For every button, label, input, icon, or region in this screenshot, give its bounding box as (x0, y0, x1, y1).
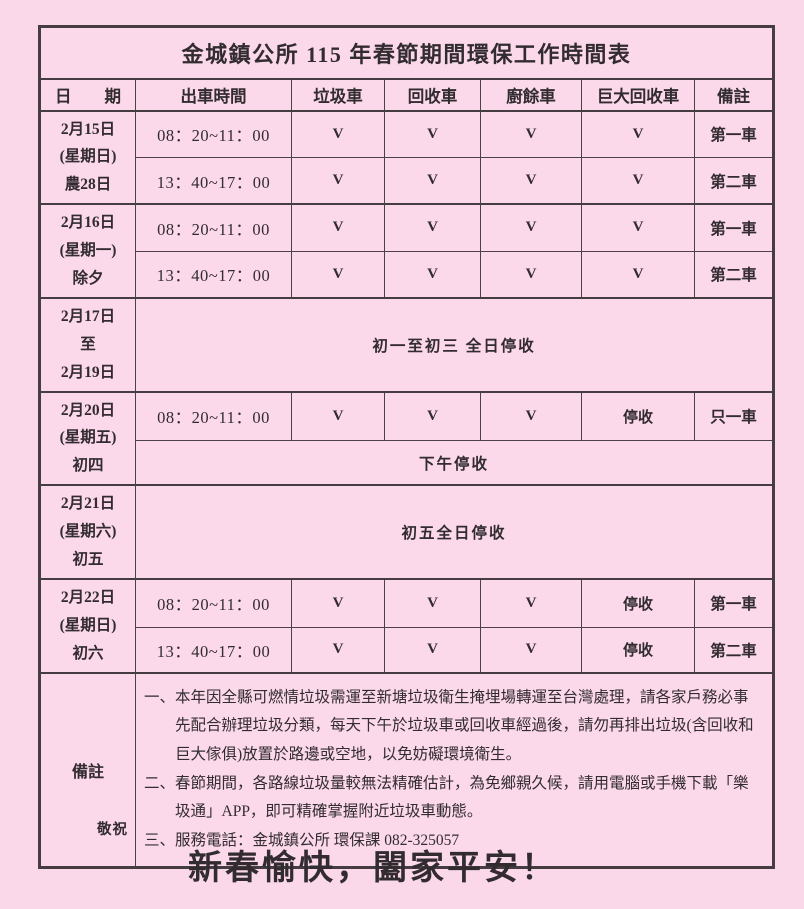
table-row-feb20-trip1: 2月20日 (星期五) 初四 08：20~11：00 V V V 停收 只一車 (39, 390, 775, 486)
page-title: 金城鎮公所 115 年春節期間環保工作時間表 (38, 26, 775, 79)
trip-note-cell: 只一車 (693, 390, 775, 441)
remark-item-3: 三、服務電話：金城鎮公所 環保課 082-325057 (144, 831, 460, 849)
garbage-mark-cell: V (291, 156, 385, 205)
weekday-line: (星期日) (59, 148, 117, 166)
afternoon-suspension-cell: 下午停收 (134, 439, 775, 486)
remarks-row: 備註 一、本年因全縣可燃情垃圾需運至新塘垃圾衛生掩埋場轉運至台灣處理，請各家戶務… (39, 671, 775, 868)
kitchen-mark-cell: V (480, 577, 582, 628)
table-row-feb22-trip2: 13：40~17：00 V V V 停收 第二車 (40, 626, 775, 674)
kitchen-mark-cell: V (480, 250, 582, 299)
new-year-greeting: 新春愉快，闔家平安！ (188, 850, 558, 887)
trip-note-cell: 第二車 (693, 626, 775, 674)
kitchen-mark-cell: V (480, 109, 582, 158)
recycle-mark-cell: V (384, 250, 481, 299)
schedule-table: 金城鎮公所 115 年春節期間環保工作時間表 日 期 出車時間 垃圾車 回收車 … (38, 25, 776, 869)
bulky-mark-cell: 停收 (581, 577, 695, 628)
table-header-row: 日 期 出車時間 垃圾車 回收車 廚餘車 巨大回收車 備註 (39, 77, 775, 111)
table-row-feb17-19: 2月17日 至 2月19日 初一至初三 全日停收 (39, 296, 775, 393)
date-cell-feb16: 2月16日 (星期一) 除夕 (39, 203, 136, 299)
recycle-mark-cell: V (384, 203, 481, 252)
bulky-mark-cell: V (581, 250, 695, 299)
garbage-mark-cell: V (291, 250, 385, 299)
col-header-bulky-recycle-truck: 巨大回收車 (581, 77, 695, 111)
closing-salutation: 敬祝 (97, 822, 128, 838)
lunar-line: 初五 (72, 550, 104, 568)
date-line: 2月21日 (60, 495, 116, 513)
table-row-feb15-trip2: 13：40~17：00 V V V V 第二車 (40, 156, 775, 205)
trip-note-cell: 第一車 (693, 577, 775, 628)
date-cell-feb15: 2月15日 (星期日) 農28日 (39, 109, 136, 205)
remark-item-2: 二、春節期間，各路線垃圾量較無法精確估計，為免鄉親久候，請用電腦或手機下載「樂圾… (144, 774, 749, 821)
weekday-line: (星期五) (59, 429, 117, 447)
date-cell-feb17-19: 2月17日 至 2月19日 (39, 296, 136, 393)
recycle-mark-cell: V (384, 156, 481, 205)
weekday-line: (星期六) (59, 523, 117, 541)
time-cell: 13：40~17：00 (135, 626, 292, 674)
date-line: 2月19日 (60, 363, 116, 381)
date-line: 2月20日 (60, 401, 116, 419)
time-cell: 08：20~11：00 (135, 203, 292, 252)
trip-note-cell: 第二車 (693, 250, 775, 299)
bulky-mark-cell: V (581, 156, 695, 205)
garbage-mark-cell: V (291, 109, 385, 158)
full-day-suspension-cell: 初一至初三 全日停收 (134, 296, 775, 393)
garbage-mark-cell: V (291, 390, 385, 441)
time-cell: 08：20~11：00 (135, 109, 292, 158)
date-line: 2月15日 (60, 120, 116, 138)
lunar-line: 初四 (72, 457, 104, 475)
col-header-recycle-truck: 回收車 (384, 77, 481, 111)
col-header-garbage-truck: 垃圾車 (291, 77, 385, 111)
kitchen-mark-cell: V (480, 390, 582, 441)
bulky-mark-cell: 停收 (581, 390, 695, 441)
weekday-line: (星期日) (59, 616, 117, 634)
trip-note-cell: 第二車 (693, 156, 775, 205)
remark-item-1: 一、本年因全縣可燃情垃圾需運至新塘垃圾衛生掩埋場轉運至台灣處理，請各家戶務必事先… (144, 688, 754, 763)
col-header-date: 日 期 (39, 77, 136, 111)
table-row-feb21: 2月21日 (星期六) 初五 初五全日停收 (39, 484, 775, 580)
table-row-feb22-trip1: 2月22日 (星期日) 初六 08：20~11：00 V V V 停收 第一車 (39, 577, 775, 674)
lunar-line: 農28日 (64, 176, 112, 194)
time-cell: 13：40~17：00 (135, 156, 292, 205)
trip-note-cell: 第一車 (693, 109, 775, 158)
table-row-feb15-trip1: 2月15日 (星期日) 農28日 08：20~11：00 V V V V 第一車 (39, 109, 775, 205)
kitchen-mark-cell: V (480, 203, 582, 252)
table-row-feb16-trip2: 13：40~17：00 V V V V 第二車 (40, 250, 775, 299)
trip-note-cell: 第一車 (693, 203, 775, 252)
date-cell-feb20: 2月20日 (星期五) 初四 (39, 390, 136, 486)
remarks-body: 一、本年因全縣可燃情垃圾需運至新塘垃圾衛生掩埋場轉運至台灣處理，請各家戶務必事先… (134, 671, 775, 868)
recycle-mark-cell: V (384, 577, 481, 628)
bulky-mark-cell: V (581, 203, 695, 252)
date-line: 2月17日 (60, 307, 116, 325)
col-header-remark: 備註 (693, 77, 775, 111)
lunar-line: 除夕 (72, 269, 104, 287)
bulky-mark-cell: V (581, 109, 695, 158)
time-cell: 08：20~11：00 (135, 577, 292, 628)
bulky-mark-cell: 停收 (581, 626, 695, 674)
time-cell: 13：40~17：00 (135, 250, 292, 299)
date-to-line: 至 (80, 335, 96, 353)
date-cell-feb21: 2月21日 (星期六) 初五 (39, 484, 136, 580)
col-header-time: 出車時間 (135, 77, 292, 111)
date-cell-feb22: 2月22日 (星期日) 初六 (39, 577, 136, 674)
lunar-line: 初六 (72, 644, 104, 662)
recycle-mark-cell: V (384, 390, 481, 441)
recycle-mark-cell: V (384, 626, 481, 674)
recycle-mark-cell: V (384, 109, 481, 158)
table-row-feb16-trip1: 2月16日 (星期一) 除夕 08：20~11：00 V V V V 第一車 (39, 203, 775, 299)
kitchen-mark-cell: V (480, 626, 582, 674)
time-cell: 08：20~11：00 (135, 390, 292, 441)
date-line: 2月22日 (60, 588, 116, 606)
date-line: 2月16日 (60, 214, 116, 232)
title-row: 金城鎮公所 115 年春節期間環保工作時間表 (38, 26, 775, 79)
kitchen-mark-cell: V (480, 156, 582, 205)
garbage-mark-cell: V (291, 626, 385, 674)
garbage-mark-cell: V (291, 577, 385, 628)
col-header-kitchen-waste-truck: 廚餘車 (480, 77, 582, 111)
remarks-label: 備註 (39, 671, 136, 868)
table-row-feb20-afternoon: 下午停收 (40, 439, 775, 486)
weekday-line: (星期一) (59, 242, 117, 260)
full-day-suspension-cell: 初五全日停收 (134, 484, 775, 580)
garbage-mark-cell: V (291, 203, 385, 252)
